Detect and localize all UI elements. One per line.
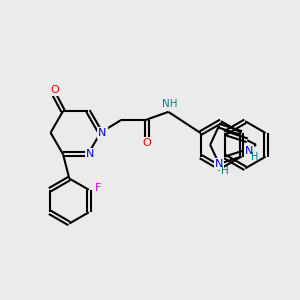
Text: N: N	[98, 128, 107, 138]
Text: H: H	[221, 167, 229, 176]
Text: N: N	[215, 159, 223, 169]
Text: O: O	[142, 138, 151, 148]
Text: N: N	[86, 149, 94, 159]
Text: H: H	[251, 152, 259, 162]
Text: F: F	[95, 183, 102, 194]
Text: NH: NH	[162, 99, 178, 109]
Text: O: O	[50, 85, 59, 95]
Text: N: N	[244, 146, 253, 156]
